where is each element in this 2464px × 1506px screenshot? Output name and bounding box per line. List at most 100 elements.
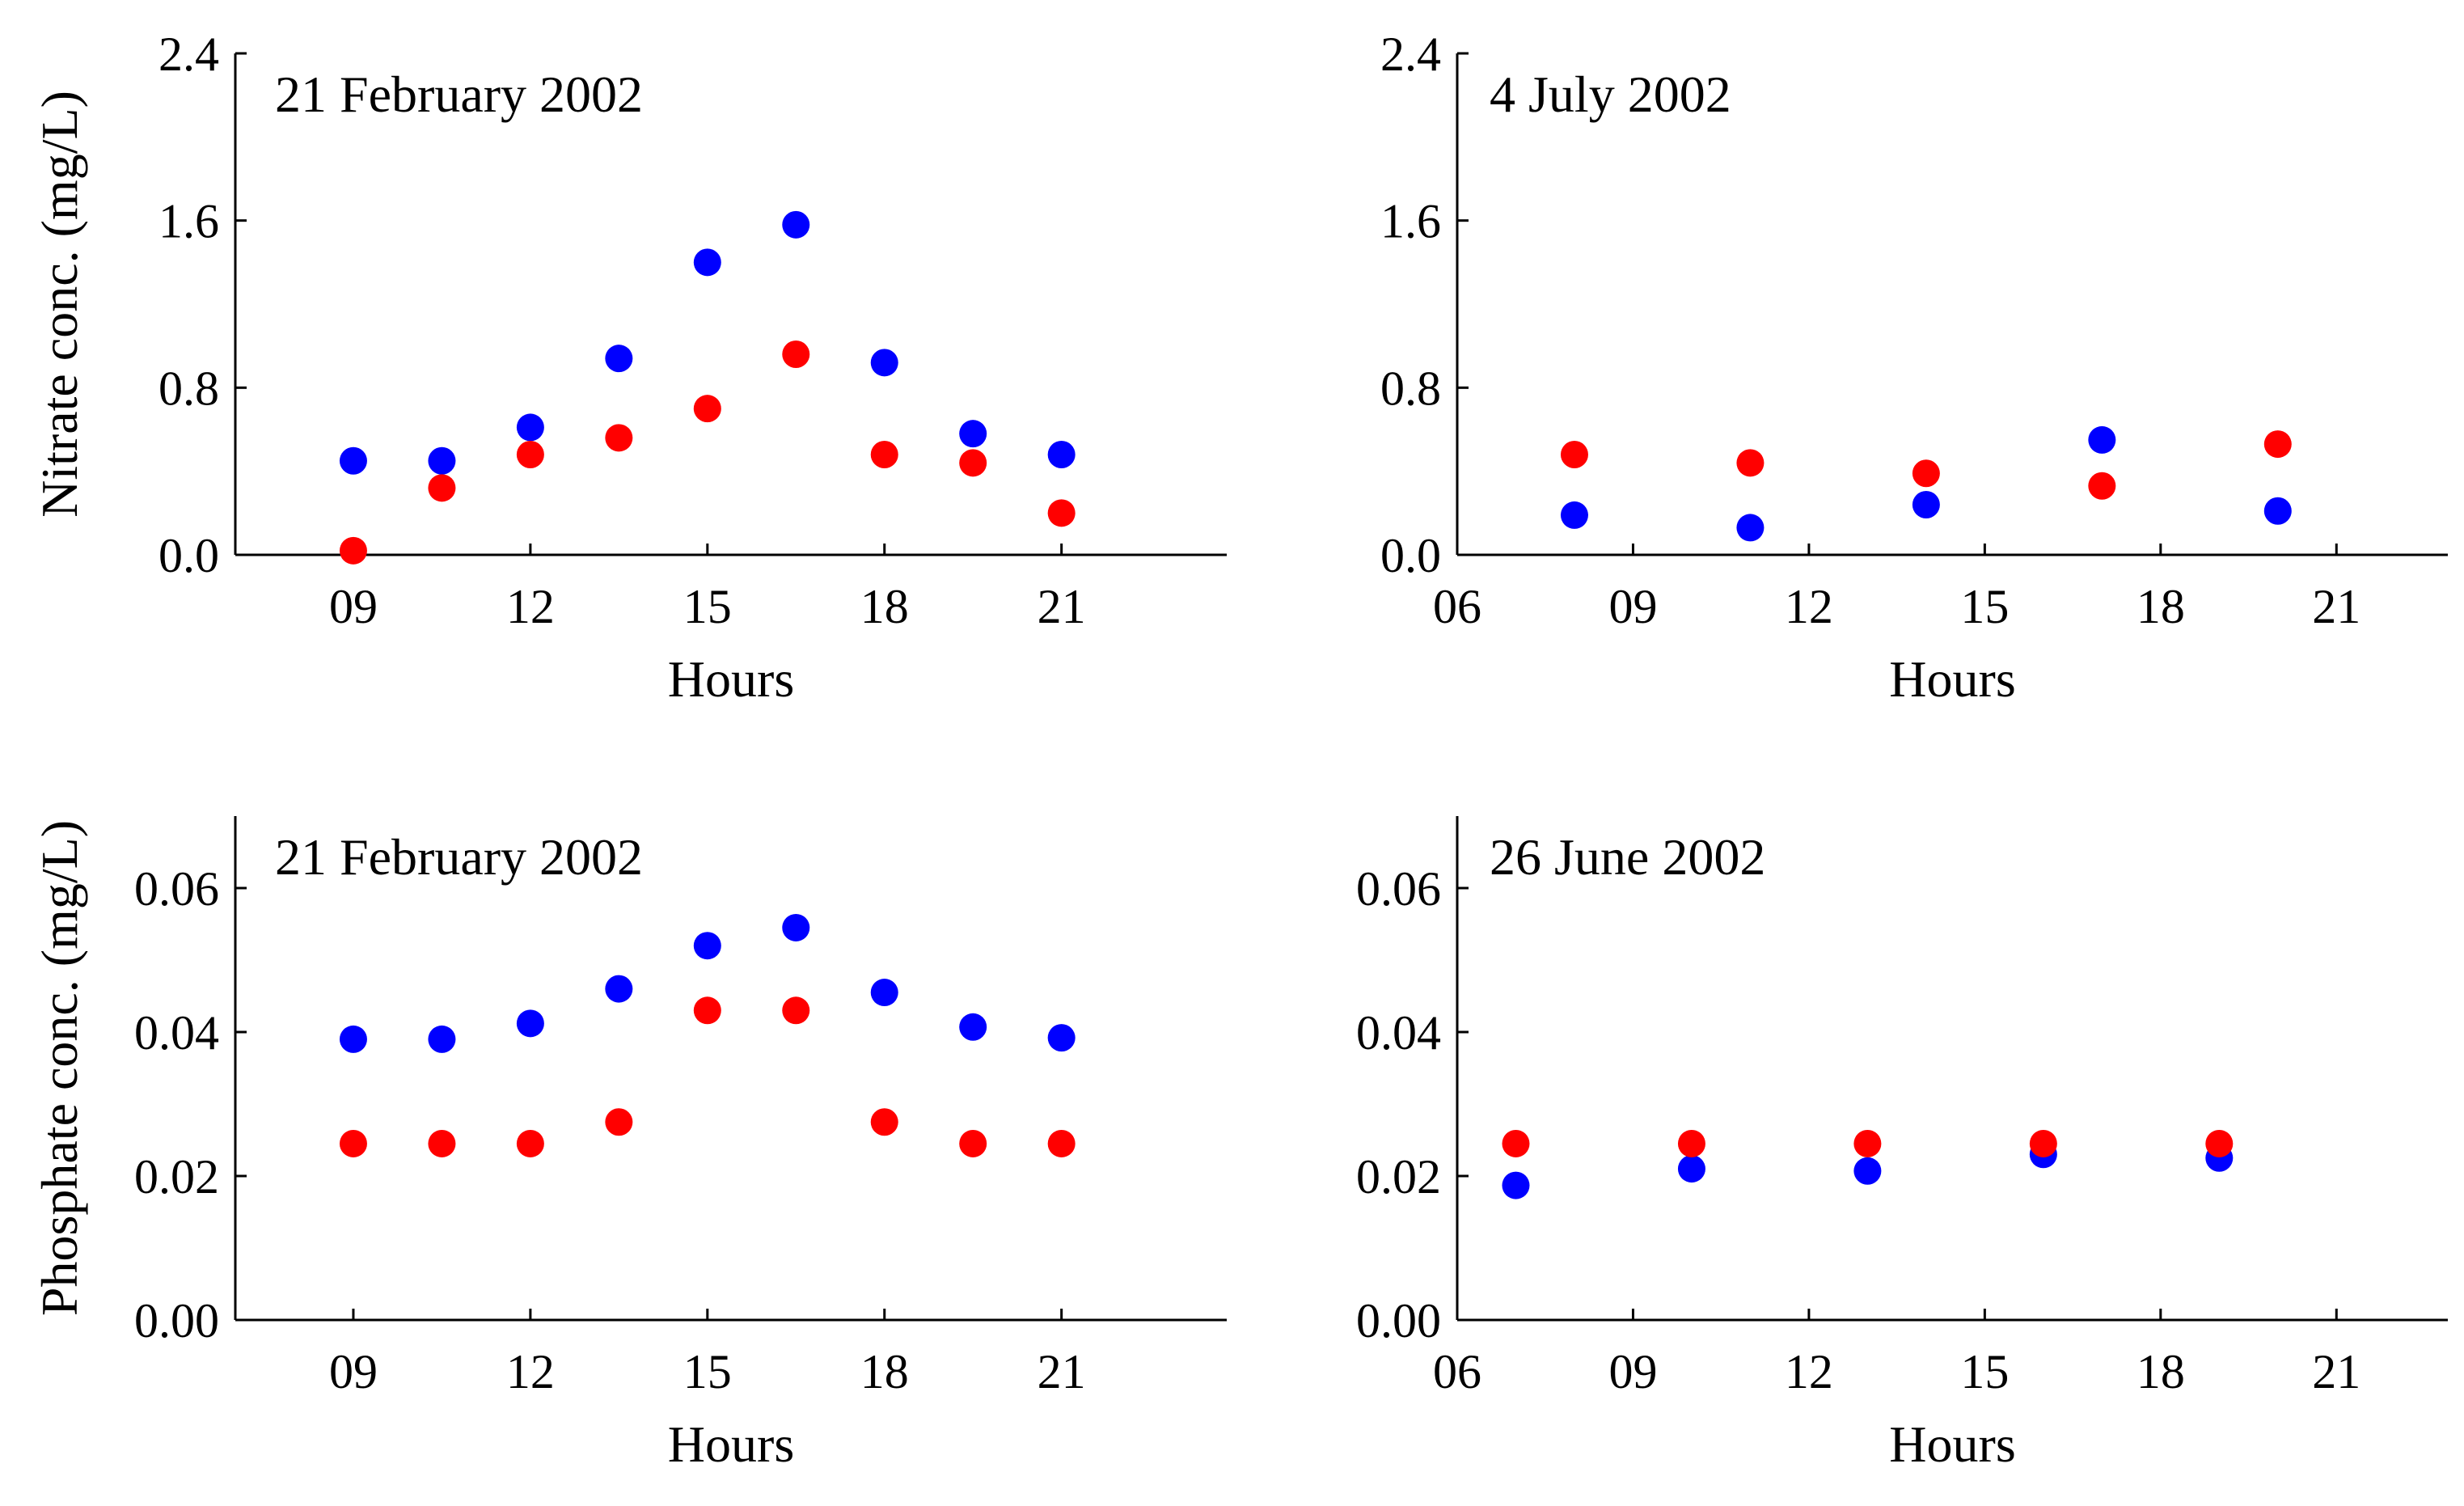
panel-title: 21 February 2002 — [275, 828, 643, 886]
data-point — [339, 536, 367, 565]
data-point — [782, 341, 810, 368]
data-point — [1853, 1157, 1882, 1185]
y-tick-label: 0.0 — [1380, 529, 1441, 582]
y-axis-label: Phosphate conc. (mg/L) — [31, 820, 88, 1316]
x-tick-label: 21 — [2312, 580, 2360, 633]
data-point — [693, 996, 721, 1025]
data-point — [1912, 459, 1940, 488]
y-tick-label: 2.4 — [158, 27, 219, 81]
data-point — [605, 1108, 633, 1136]
y-tick-label: 1.6 — [158, 195, 219, 248]
x-tick-label: 06 — [1433, 1345, 1481, 1398]
y-tick-label: 0.02 — [1356, 1150, 1441, 1204]
data-point — [516, 413, 544, 442]
data-point — [1560, 441, 1588, 468]
y-tick-label: 0.8 — [158, 362, 219, 415]
data-point — [959, 449, 987, 477]
data-point — [605, 975, 633, 1003]
data-point — [782, 996, 810, 1025]
panel-phosphate-february: 0.00 0.02 0.04 0.06 09 12 15 18 21 21 February … — [31, 816, 1227, 1473]
data-point — [1912, 491, 1940, 518]
x-tick-label: 12 — [1785, 1345, 1833, 1398]
data-point — [870, 1108, 898, 1136]
x-tick-label: 15 — [1960, 1345, 2009, 1398]
data-point — [2205, 1129, 2234, 1157]
x-tick-label: 12 — [506, 1345, 555, 1398]
data-point — [428, 446, 456, 475]
data-point — [959, 1129, 987, 1157]
data-point — [2088, 472, 2116, 500]
x-tick-label: 18 — [860, 1345, 909, 1398]
x-axis-label: Hours — [1889, 1415, 2015, 1473]
x-tick-label: 09 — [1608, 580, 1657, 633]
y-tick-label: 0.02 — [134, 1150, 219, 1204]
x-tick-label: 18 — [2136, 580, 2185, 633]
data-point — [516, 1129, 544, 1157]
data-point — [605, 424, 633, 452]
x-tick-label: 15 — [683, 1345, 732, 1398]
panel-title: 21 February 2002 — [275, 66, 643, 123]
data-point — [870, 349, 898, 377]
y-tick-label: 0.00 — [134, 1294, 219, 1347]
y-tick-label: 2.4 — [1380, 27, 1441, 81]
x-tick-label: 15 — [1960, 580, 2009, 633]
panel-nitrate-july: 0.0 0.8 1.6 2.4 06 09 12 15 18 21 4 July 2002 Ho… — [1380, 27, 2448, 708]
x-tick-label: 21 — [1038, 1345, 1086, 1398]
y-tick-label: 0.04 — [134, 1006, 219, 1060]
x-tick-label: 15 — [683, 580, 732, 633]
panel-title: 4 July 2002 — [1490, 66, 1731, 123]
data-point — [1047, 499, 1076, 527]
data-point — [1677, 1155, 1705, 1183]
data-point — [428, 474, 456, 502]
data-point — [693, 248, 721, 277]
y-tick-label: 0.00 — [1356, 1294, 1441, 1347]
x-tick-label: 18 — [2136, 1345, 2185, 1398]
x-tick-label: 09 — [329, 1345, 378, 1398]
x-tick-label: 09 — [329, 580, 378, 633]
x-tick-label: 12 — [506, 580, 555, 633]
x-tick-label: 21 — [2312, 1345, 2360, 1398]
data-point — [1736, 449, 1765, 477]
x-axis-label: Hours — [668, 650, 794, 708]
data-point — [2088, 425, 2116, 454]
x-tick-label: 18 — [860, 580, 909, 633]
data-point — [870, 441, 898, 468]
x-tick-label: 09 — [1608, 1345, 1657, 1398]
panel-phosphate-june: 0.00 0.02 0.04 0.06 06 09 12 15 18 21 26 June 20… — [1356, 816, 2448, 1473]
y-axis-label: Nitrate conc. (mg/L) — [31, 91, 88, 518]
data-point — [870, 979, 898, 1007]
data-point — [605, 345, 633, 373]
data-point — [1047, 1129, 1076, 1157]
data-point — [1502, 1171, 1530, 1199]
data-point — [516, 441, 544, 468]
data-point — [428, 1129, 456, 1157]
data-point — [1502, 1129, 1530, 1157]
data-point — [428, 1025, 456, 1053]
panel-title: 26 June 2002 — [1490, 828, 1765, 886]
x-axis-label: Hours — [1889, 650, 2015, 708]
data-point — [1853, 1129, 1882, 1157]
data-point — [1047, 1024, 1076, 1052]
data-point — [782, 913, 810, 941]
x-axis-label: Hours — [668, 1415, 794, 1473]
y-tick-label: 0.06 — [134, 862, 219, 916]
data-point — [1677, 1129, 1705, 1157]
y-tick-label: 0.8 — [1380, 362, 1441, 415]
y-tick-label: 0.06 — [1356, 862, 1441, 916]
data-point — [2263, 497, 2292, 525]
data-point — [782, 210, 810, 239]
y-tick-label: 0.04 — [1356, 1006, 1441, 1060]
data-point — [1047, 441, 1076, 468]
data-point — [339, 1025, 367, 1053]
data-point — [516, 1009, 544, 1038]
y-tick-label: 0.0 — [158, 529, 219, 582]
data-point — [339, 446, 367, 475]
panel-nitrate-february: 0.0 0.8 1.6 2.4 09 12 15 18 21 21 February 2002… — [31, 27, 1227, 708]
data-point — [959, 1013, 987, 1041]
data-point — [693, 395, 721, 423]
data-point — [2029, 1129, 2057, 1157]
x-tick-label: 06 — [1433, 580, 1481, 633]
x-tick-label: 12 — [1785, 580, 1833, 633]
x-tick-label: 21 — [1038, 580, 1086, 633]
